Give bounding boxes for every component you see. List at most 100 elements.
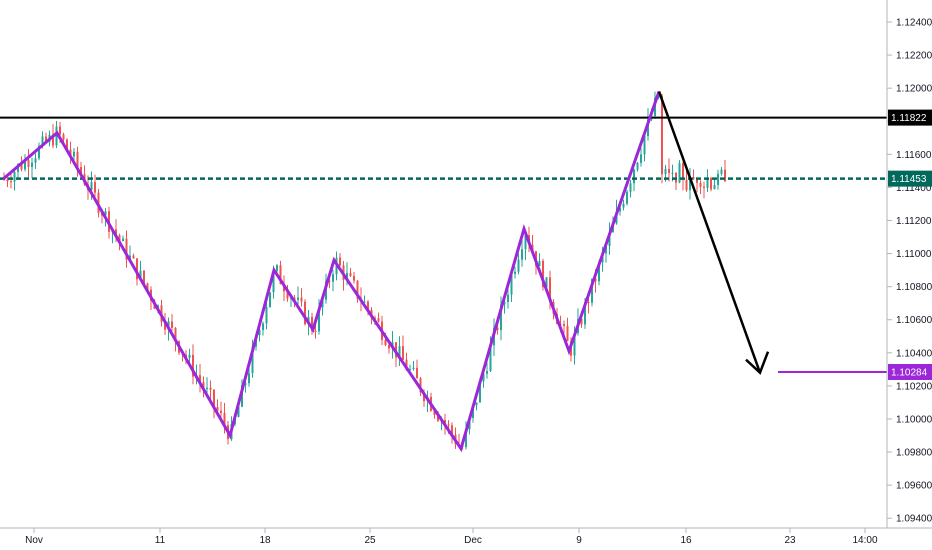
- candle-down: [496, 327, 499, 331]
- candle-up: [636, 162, 639, 170]
- candle-up: [244, 383, 247, 386]
- candle-down: [192, 354, 194, 377]
- candle-up: [409, 368, 411, 371]
- candle-up: [517, 259, 520, 272]
- time-tick-label: 25: [364, 535, 376, 546]
- time-tick-label: 16: [680, 535, 692, 546]
- candle-up: [486, 371, 488, 374]
- price-tick-label: 1.12200: [896, 51, 932, 62]
- candle-down: [45, 136, 47, 143]
- candle-down: [419, 378, 422, 393]
- price-tick-label: 1.10800: [896, 282, 932, 293]
- candle-down: [6, 179, 9, 182]
- candle-down: [300, 297, 303, 302]
- candle-up: [479, 381, 481, 403]
- candle-down: [80, 167, 82, 175]
- candle-up: [521, 249, 523, 260]
- candle-down: [682, 163, 684, 180]
- price-tick-label: 1.09600: [896, 481, 932, 492]
- candle-down: [10, 181, 12, 183]
- candle-down: [94, 182, 96, 193]
- candle-up: [573, 333, 576, 356]
- candle-up: [265, 307, 268, 324]
- candle-down: [213, 389, 215, 407]
- candle-down: [349, 272, 352, 276]
- candle-down: [202, 382, 205, 390]
- candle-up: [237, 406, 240, 417]
- candle-down: [115, 229, 117, 236]
- target-price-tag-label: 1.10284: [891, 367, 928, 378]
- candle-down: [146, 283, 149, 290]
- projection-arrow-head: [745, 351, 770, 375]
- candle-down: [279, 265, 282, 284]
- time-tick-label: 18: [259, 535, 271, 546]
- candle-down: [27, 159, 30, 168]
- time-tick-label: 23: [784, 535, 796, 546]
- candle-up: [262, 323, 264, 331]
- candle-down: [314, 331, 317, 333]
- candle-down: [286, 291, 289, 299]
- candle-up: [605, 246, 607, 254]
- time-tick-label: 14:00: [852, 535, 877, 546]
- candle-down: [388, 345, 390, 349]
- candle-up: [55, 126, 58, 146]
- candle-up: [622, 203, 625, 208]
- candle-up: [31, 162, 33, 168]
- target-price-tag: [888, 363, 932, 380]
- candle-down: [223, 413, 226, 426]
- candle-up: [706, 178, 709, 188]
- candle-down: [423, 392, 425, 402]
- candle-up: [538, 260, 541, 266]
- candle-up: [608, 232, 611, 247]
- candle-up: [398, 346, 401, 358]
- candle-down: [171, 321, 173, 328]
- time-tick-label: Dec: [464, 535, 482, 546]
- candle-down: [69, 149, 72, 157]
- candle-up: [318, 307, 320, 332]
- price-tick-label: 1.09400: [896, 514, 932, 525]
- candle-down: [437, 414, 439, 421]
- candle-down: [566, 325, 569, 342]
- candle-up: [251, 346, 254, 374]
- price-tick-label: 1.12000: [896, 84, 932, 95]
- price-tick-label: 1.09800: [896, 448, 932, 459]
- candle-up: [297, 297, 299, 301]
- candle-down: [549, 277, 551, 303]
- candle-down: [132, 255, 135, 259]
- candle-up: [90, 182, 93, 190]
- candle-down: [125, 238, 128, 260]
- candle-up: [503, 302, 506, 305]
- candle-down: [311, 316, 313, 332]
- candle-up: [643, 135, 646, 155]
- candle-down: [692, 177, 695, 179]
- candle-up: [269, 292, 271, 308]
- candle-down: [668, 168, 670, 174]
- time-axis[interactable]: Nov 11 18 25 Dec 9 16 23 14:00: [25, 528, 878, 546]
- candle-down: [164, 321, 166, 330]
- candle-up: [104, 211, 107, 216]
- price-tick-label: 1.11200: [896, 216, 932, 227]
- candle-down: [367, 301, 369, 310]
- projection-layer: [657, 91, 770, 375]
- candle-down: [216, 406, 219, 411]
- candle-up: [475, 402, 478, 406]
- candle-down: [304, 301, 306, 325]
- candle-up: [713, 185, 716, 190]
- candle-up: [507, 294, 509, 303]
- candle-down: [328, 280, 331, 282]
- candle-down: [696, 178, 698, 183]
- candle-up: [248, 373, 250, 384]
- time-tick-label: Nov: [25, 535, 43, 546]
- candle-up: [465, 429, 467, 448]
- resistance-price-tag: [888, 109, 932, 126]
- candle-up: [678, 163, 681, 183]
- candle-down: [62, 134, 65, 140]
- candle-up: [206, 387, 208, 390]
- time-tick-label: 9: [576, 535, 582, 546]
- candle-down: [416, 367, 418, 379]
- candle-down: [377, 318, 380, 322]
- candle-up: [640, 154, 642, 163]
- candle-down: [52, 134, 54, 146]
